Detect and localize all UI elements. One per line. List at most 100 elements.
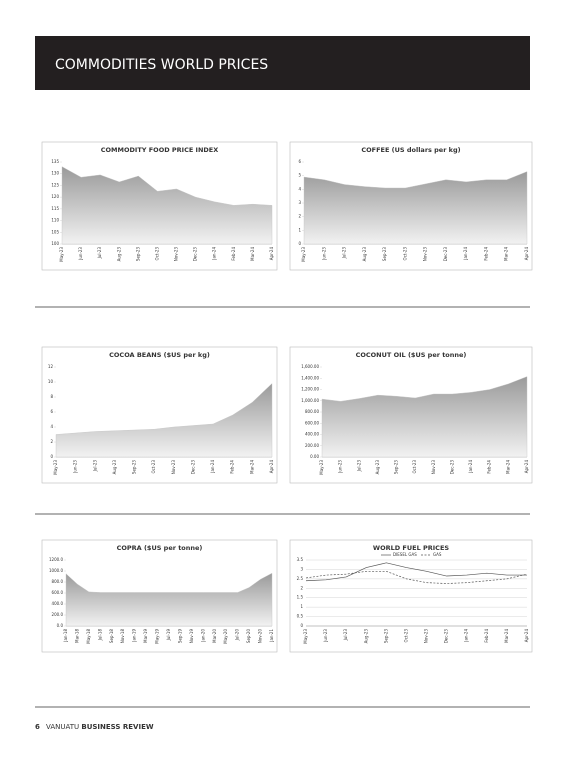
x-tick-label: Dec-23 — [190, 460, 195, 475]
y-tick-label: 0 — [300, 623, 303, 628]
x-tick-label: May-20 — [223, 629, 228, 644]
y-tick-label: 800.00 — [305, 409, 319, 414]
x-tick-label: Nov-20 — [258, 629, 263, 644]
x-tick-label: May-19 — [155, 629, 160, 644]
x-tick-label: May-18 — [86, 629, 91, 644]
x-tick-label: Dec-23 — [449, 460, 454, 475]
x-tick-label: Apr-24 — [269, 460, 274, 474]
x-tick-label: Oct-23 — [151, 460, 156, 474]
x-tick-label: Nov-23 — [171, 460, 176, 475]
y-tick-label: 400.00 — [305, 432, 319, 437]
x-tick-label: Mar-24 — [250, 247, 255, 261]
y-tick-label: 0.00 — [310, 454, 319, 459]
x-tick-label: Sep-20 — [246, 629, 251, 644]
y-tick-label: 3 — [300, 566, 303, 571]
x-tick-label: Feb-24 — [487, 460, 492, 474]
publication: VANUATU BUSINESS REVIEW — [46, 723, 154, 731]
x-tick-label: Dec-23 — [443, 247, 448, 262]
y-tick-label: 130 — [51, 171, 59, 176]
x-tick-label: Sep-23 — [132, 460, 137, 475]
x-tick-label: Mar-19 — [143, 629, 148, 643]
area — [303, 171, 528, 245]
x-tick-label: Feb-24 — [484, 629, 489, 643]
y-tick-label: 4 — [50, 424, 53, 429]
y-tick-label: 1 — [300, 604, 303, 609]
x-tick-label: Oct-23 — [412, 460, 417, 474]
x-tick-label: Sep-23 — [383, 629, 388, 644]
y-tick-label: 6 — [50, 409, 53, 414]
x-tick-label: Jul-18 — [97, 629, 102, 642]
x-tick-label: Sep-23 — [135, 247, 140, 262]
x-tick-label: Mar-18 — [74, 629, 79, 643]
legend-label: DIESEL GAS — [393, 552, 417, 557]
y-tick-label: 8 — [50, 394, 53, 399]
x-tick-label: Mar-24 — [504, 247, 509, 261]
x-tick-label: Apr-24 — [524, 460, 529, 474]
y-tick-label: 100 — [51, 241, 59, 246]
publication-section: BUSINESS REVIEW — [81, 723, 153, 731]
x-tick-label: Jun-23 — [78, 247, 83, 261]
y-tick-label: 600.00 — [305, 420, 319, 425]
x-tick-label: Mar-24 — [505, 460, 510, 474]
x-tick-label: Aug-23 — [116, 247, 121, 262]
x-tick-label: Sep-18 — [109, 629, 114, 644]
y-tick-label: 0.0 — [57, 623, 64, 628]
x-tick-label: May-23 — [53, 460, 58, 475]
x-tick-label: May-23 — [303, 629, 308, 644]
y-tick-label: 1,400.00 — [301, 375, 319, 380]
x-tick-label: May-23 — [59, 247, 64, 262]
x-tick-label: Jul-23 — [342, 247, 347, 260]
y-tick-label: 3 — [298, 200, 301, 205]
x-tick-label: Dec-23 — [444, 629, 449, 644]
x-tick-label: Jan-24 — [212, 247, 217, 261]
x-tick-label: Jan-21 — [269, 629, 274, 643]
y-tick-label: 1 — [298, 227, 301, 232]
x-tick-label: Dec-23 — [193, 247, 198, 262]
y-tick-label: 2 — [298, 214, 301, 219]
area — [321, 376, 528, 458]
x-tick-label: Jun-23 — [321, 247, 326, 261]
x-tick-label: Jan-18 — [63, 629, 68, 643]
x-tick-label: Aug-23 — [362, 247, 367, 262]
chart-title: COCOA BEANS ($US per kg) — [109, 351, 210, 359]
y-tick-label: 1,200.00 — [301, 387, 319, 392]
area — [61, 166, 273, 245]
x-tick-label: Sep-23 — [382, 247, 387, 262]
chart-frame — [289, 539, 533, 653]
x-tick-label: Apr-24 — [269, 247, 274, 261]
x-tick-label: Aug-23 — [375, 460, 380, 475]
y-tick-label: 2 — [50, 439, 53, 444]
x-tick-label: Jul-23 — [97, 247, 102, 260]
publication-name: VANUATU — [46, 723, 79, 731]
y-tick-label: 200.00 — [305, 443, 319, 448]
y-tick-label: 105 — [51, 229, 59, 234]
area — [55, 383, 273, 458]
y-tick-label: 135 — [51, 159, 59, 164]
x-tick-label: Feb-24 — [231, 247, 236, 261]
area — [65, 572, 273, 627]
x-tick-label: Oct-23 — [403, 629, 408, 643]
y-tick-label: 1200.0 — [49, 557, 63, 562]
x-tick-label: Nov-18 — [120, 629, 125, 644]
x-tick-label: Feb-24 — [230, 460, 235, 474]
x-tick-label: Nov-23 — [174, 247, 179, 262]
y-tick-label: 1000.0 — [49, 568, 63, 573]
y-tick-label: 12 — [48, 364, 54, 369]
x-tick-label: Oct-23 — [402, 247, 407, 261]
x-tick-label: Oct-23 — [154, 247, 159, 261]
x-tick-label: Apr-24 — [524, 629, 529, 643]
y-tick-label: 1.5 — [297, 595, 304, 600]
y-tick-label: 3.5 — [297, 557, 304, 562]
y-tick-label: 115 — [51, 206, 59, 211]
x-tick-label: Jan-24 — [464, 629, 469, 643]
y-tick-label: 1,600.00 — [301, 364, 319, 369]
x-tick-label: Jul-23 — [343, 629, 348, 642]
line — [305, 570, 528, 584]
y-tick-label: 0 — [50, 454, 53, 459]
x-tick-label: Jun-23 — [338, 460, 343, 474]
y-tick-label: 2.5 — [297, 576, 304, 581]
y-tick-label: 600.0 — [52, 590, 64, 595]
y-tick-label: 0 — [298, 241, 301, 246]
x-tick-label: Mar-20 — [212, 629, 217, 643]
